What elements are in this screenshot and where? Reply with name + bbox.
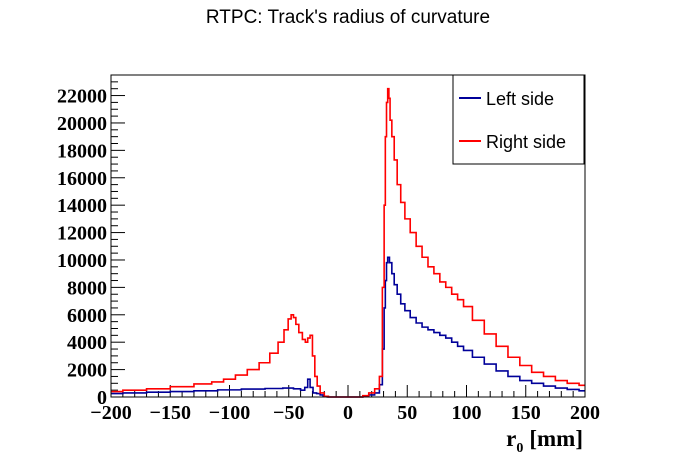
x-axis-label-subscript: 0	[516, 441, 523, 456]
x-tick-label: 100	[452, 402, 482, 424]
y-tick-label: 6000	[67, 305, 107, 327]
x-axis-label-unit: [mm]	[529, 426, 583, 451]
y-tick-label: 18000	[57, 140, 107, 162]
x-tick-label: −200	[90, 402, 131, 424]
y-tick-label: 20000	[57, 113, 107, 135]
axis-ticks	[110, 74, 586, 398]
y-tick-labels: 0 2000 4000 6000 8000 10000 12000 14000 16000 180…	[57, 86, 107, 409]
x-tick-labels: −200 −150 −100 −50 0 50 100 150 200	[90, 402, 600, 424]
series-lines	[111, 87, 585, 398]
legend-label-right-side: Right side	[486, 132, 566, 152]
y-tick-label: 2000	[67, 360, 107, 382]
x-tick-label: 0	[343, 402, 353, 424]
y-tick-label: 4000	[67, 332, 107, 354]
y-tick-label: 14000	[57, 195, 107, 217]
y-tick-label: 16000	[57, 168, 107, 190]
series-line-right-side	[111, 87, 585, 398]
chart-title: RTPC: Track's radius of curvature	[206, 7, 490, 28]
x-tick-label: −150	[150, 402, 191, 424]
x-tick-label: −50	[273, 402, 304, 424]
legend: Left side Right side	[452, 74, 585, 165]
series-line-left-side	[111, 256, 585, 398]
x-tick-label: −100	[209, 402, 250, 424]
legend-label-left-side: Left side	[486, 89, 554, 109]
x-tick-label: 150	[511, 402, 541, 424]
x-tick-label: 200	[570, 402, 600, 424]
y-tick-label: 12000	[57, 223, 107, 245]
x-axis-label: r0 [mm]	[506, 426, 583, 456]
y-tick-label: 8000	[67, 277, 107, 299]
plot-frame	[110, 74, 586, 398]
y-tick-label: 0	[97, 387, 107, 409]
x-axis-label-main: r	[506, 426, 516, 451]
x-tick-label: 50	[397, 402, 417, 424]
legend-box	[452, 74, 585, 165]
y-tick-label: 10000	[57, 250, 107, 272]
y-tick-label: 22000	[57, 86, 107, 108]
